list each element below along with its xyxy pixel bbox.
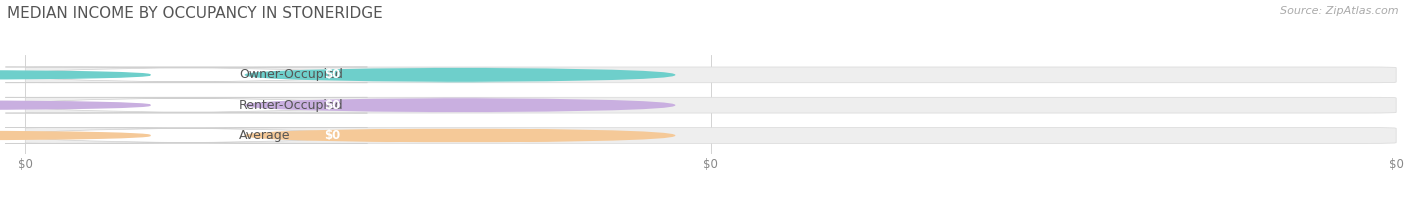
Text: $0: $0 bbox=[325, 68, 340, 81]
FancyBboxPatch shape bbox=[245, 98, 675, 113]
FancyBboxPatch shape bbox=[245, 128, 675, 143]
Circle shape bbox=[0, 71, 150, 79]
Text: Owner-Occupied: Owner-Occupied bbox=[239, 68, 343, 81]
Text: Average: Average bbox=[239, 129, 291, 142]
Circle shape bbox=[0, 101, 150, 109]
Text: $0: $0 bbox=[325, 99, 340, 112]
Text: $0: $0 bbox=[325, 129, 340, 142]
FancyBboxPatch shape bbox=[6, 97, 367, 113]
FancyBboxPatch shape bbox=[6, 128, 367, 143]
FancyBboxPatch shape bbox=[25, 67, 1396, 83]
Text: Source: ZipAtlas.com: Source: ZipAtlas.com bbox=[1281, 6, 1399, 16]
Circle shape bbox=[0, 132, 150, 139]
FancyBboxPatch shape bbox=[25, 97, 1396, 113]
FancyBboxPatch shape bbox=[245, 67, 675, 82]
Text: MEDIAN INCOME BY OCCUPANCY IN STONERIDGE: MEDIAN INCOME BY OCCUPANCY IN STONERIDGE bbox=[7, 6, 382, 21]
Text: Renter-Occupied: Renter-Occupied bbox=[239, 99, 344, 112]
FancyBboxPatch shape bbox=[25, 128, 1396, 143]
FancyBboxPatch shape bbox=[6, 67, 367, 83]
